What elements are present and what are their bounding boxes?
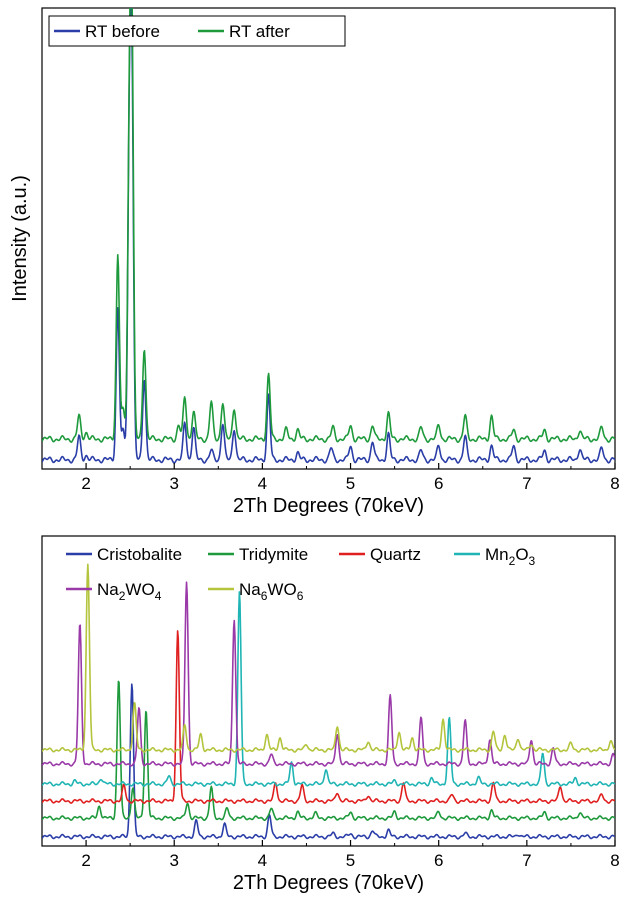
bottom-x-tick-label-4: 4 <box>258 851 267 870</box>
bottom-x-tick-label-6: 6 <box>434 851 443 870</box>
bottom-series-line-na6wo6 <box>42 563 615 753</box>
bottom-plot-frame <box>41 535 616 847</box>
bottom-legend-label-na2wo4: Na2WO4 <box>97 580 162 603</box>
bottom-x-tick-label-5: 5 <box>346 851 355 870</box>
bottom-legend-label-tridymite: Tridymite <box>239 545 308 564</box>
bottom-series-line-cristobalite <box>42 683 615 840</box>
top-legend-box <box>48 15 346 47</box>
bottom-legend-label-quartz: Quartz <box>370 545 421 564</box>
top-series-line-rt-before <box>42 8 615 464</box>
top-x-tick-label-2: 2 <box>81 474 90 493</box>
bottom-series-line-na2wo4 <box>42 581 615 767</box>
bottom-series-line-quartz <box>42 630 615 805</box>
top-legend-label-rt-after: RT after <box>229 22 290 41</box>
top-legend: RT before RT after <box>48 15 346 47</box>
bottom-x-tick-label-7: 7 <box>522 851 531 870</box>
top-plot-frame <box>41 7 616 470</box>
top-x-tick-label-4: 4 <box>258 474 267 493</box>
top-series-line-rt-after <box>42 8 615 444</box>
top-panel: 2 3 4 5 6 7 8 2Th Degrees (70keV) Intensity (a.u… <box>9 7 620 517</box>
top-x-tick-label-6: 6 <box>434 474 443 493</box>
top-x-tick-label-3: 3 <box>169 474 178 493</box>
bottom-series-group <box>42 563 615 840</box>
top-series-group <box>42 8 615 464</box>
bottom-series-line-mn2o3 <box>42 591 615 787</box>
bottom-legend-label-cristobalite: Cristobalite <box>97 545 182 564</box>
bottom-x-axis-label: 2Th Degrees (70keV) <box>233 872 424 894</box>
top-x-tick-label-8: 8 <box>610 474 619 493</box>
top-x-tick-label-5: 5 <box>346 474 355 493</box>
top-x-axis-label: 2Th Degrees (70keV) <box>233 495 424 517</box>
top-legend-label-rt-before: RT before <box>85 22 160 41</box>
bottom-panel: 2 3 4 5 6 7 8 2Th Degrees (70keV) Cristobalite Tr… <box>41 535 620 894</box>
top-y-axis-label: Intensity (a.u.) <box>9 175 31 302</box>
bottom-x-tick-label-3: 3 <box>169 851 178 870</box>
bottom-x-tick-label-2: 2 <box>81 851 90 870</box>
bottom-legend-label-mn2o3: Mn2O3 <box>485 545 536 568</box>
bottom-series-line-tridymite <box>42 680 615 822</box>
bottom-legend: Cristobalite Tridymite Quartz Mn2O3 Na2WO4 Na… <box>66 545 536 603</box>
bottom-legend-label-na6wo6: Na6WO6 <box>239 580 304 603</box>
top-x-tick-label-7: 7 <box>522 474 531 493</box>
bottom-x-tick-label-8: 8 <box>610 851 619 870</box>
